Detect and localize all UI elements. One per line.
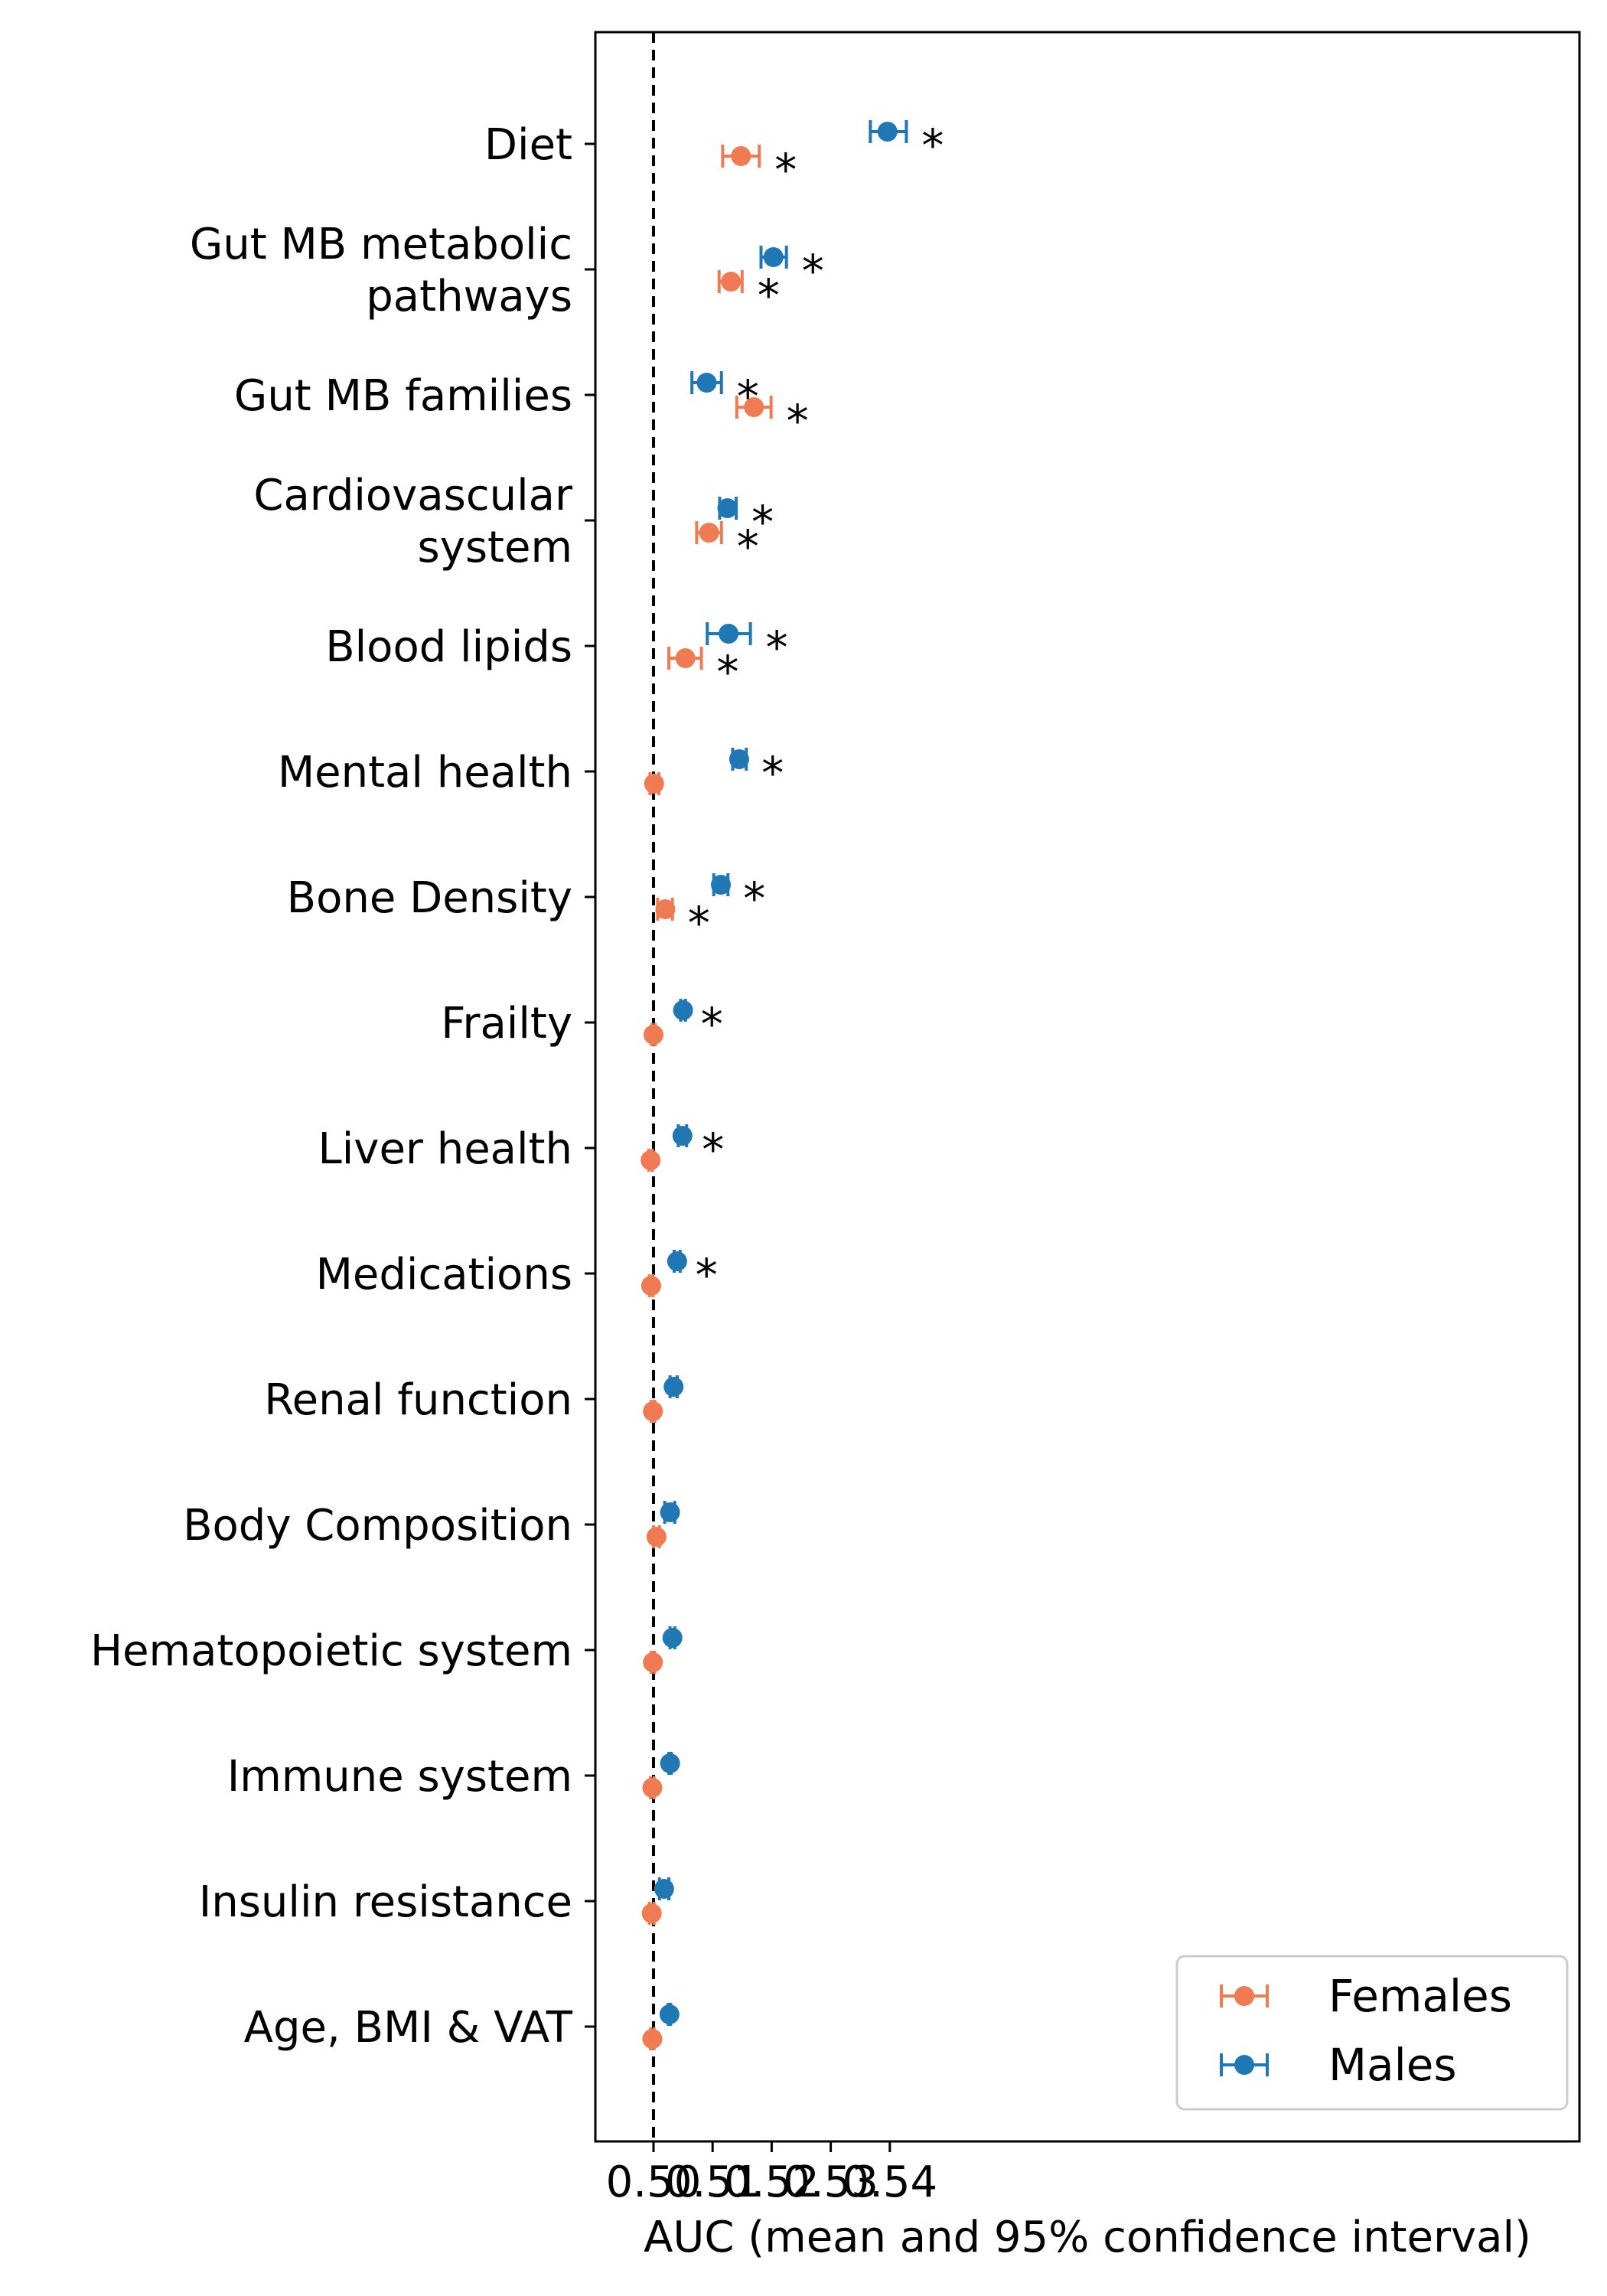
- data-point: [672, 1126, 693, 1146]
- category-label: Immune system: [227, 1752, 572, 1802]
- data-point: [642, 2029, 663, 2049]
- significance-star: *: [774, 144, 797, 196]
- significance-star: *: [761, 747, 784, 799]
- data-point: [719, 624, 739, 644]
- data-point: [667, 1251, 687, 1271]
- x-tick-label: 0.51: [665, 2157, 761, 2207]
- category-label: Blood lipids: [325, 622, 572, 672]
- legend-label: Males: [1328, 2039, 1457, 2091]
- data-point: [641, 1150, 661, 1170]
- data-point: [655, 899, 676, 919]
- category-label: pathways: [366, 272, 572, 321]
- significance-star: *: [751, 496, 774, 548]
- data-point: [721, 272, 742, 292]
- data-point: [643, 1652, 663, 1672]
- category-label: Frailty: [441, 999, 572, 1049]
- significance-star: *: [717, 646, 739, 698]
- x-tick-label: 0.53: [783, 2157, 878, 2207]
- category-label: system: [418, 523, 572, 572]
- significance-star: *: [802, 245, 824, 297]
- data-point: [711, 875, 732, 895]
- significance-star: *: [696, 1249, 718, 1301]
- data-point: [646, 1527, 667, 1547]
- category-label: Age, BMI & VAT: [244, 2003, 573, 2053]
- x-axis-label: AUC (mean and 95% confidence interval): [644, 2213, 1531, 2262]
- significance-star: *: [766, 621, 788, 673]
- significance-star: *: [758, 269, 780, 321]
- data-point: [662, 1628, 683, 1648]
- data-point: [659, 2004, 680, 2024]
- data-point: [675, 648, 696, 668]
- x-tick-label: 0.50: [606, 2157, 702, 2207]
- significance-star: *: [787, 395, 809, 447]
- significance-star: *: [737, 370, 759, 422]
- significance-star: *: [743, 872, 765, 925]
- x-tick-label: 0.54: [842, 2157, 937, 2207]
- data-point: [744, 397, 764, 417]
- data-point: [660, 1502, 680, 1522]
- category-label: Medications: [316, 1250, 572, 1300]
- data-point: [877, 122, 898, 142]
- category-label: Mental health: [278, 748, 572, 797]
- category-label: Cardiovascular: [253, 471, 573, 520]
- data-point: [644, 1025, 663, 1045]
- data-point: [660, 1753, 680, 1773]
- data-point: [663, 1377, 684, 1397]
- category-label: Diet: [484, 120, 572, 170]
- category-label: Hematopoietic system: [90, 1626, 572, 1676]
- legend-box: [1175, 1955, 1569, 2111]
- data-point: [641, 1903, 662, 1923]
- legend-swatch-marker: [1234, 2055, 1254, 2075]
- data-point: [731, 146, 751, 166]
- data-point: [763, 247, 784, 267]
- category-label: Body Composition: [183, 1501, 572, 1551]
- data-point: [641, 1276, 661, 1296]
- plot-area: [594, 31, 1581, 2143]
- data-point: [729, 749, 749, 769]
- category-label: Gut MB metabolic: [190, 220, 572, 269]
- data-point: [654, 1879, 674, 1899]
- significance-star: *: [737, 520, 759, 572]
- data-point: [673, 1000, 693, 1020]
- significance-star: *: [701, 998, 723, 1050]
- data-point: [696, 373, 717, 393]
- legend-label: Females: [1328, 1970, 1512, 2022]
- category-label: Liver health: [318, 1124, 572, 1174]
- significance-star: *: [702, 1124, 724, 1176]
- data-point: [699, 523, 719, 543]
- x-tick-label: 0.52: [724, 2157, 820, 2207]
- data-point: [717, 498, 738, 518]
- data-point: [644, 774, 664, 794]
- category-label: Renal function: [264, 1375, 572, 1425]
- category-label: Insulin resistance: [199, 1877, 572, 1927]
- significance-star: *: [688, 897, 710, 949]
- category-label: Gut MB families: [234, 371, 572, 421]
- category-label: Bone Density: [287, 873, 572, 923]
- legend-swatch-marker: [1234, 1986, 1254, 2006]
- chart-marks: 0.500.510.520.530.54 Diet Gut MB metabolic…: [90, 32, 1569, 2207]
- significance-star: *: [921, 119, 944, 171]
- data-point: [643, 1401, 663, 1421]
- data-point: [642, 1778, 663, 1798]
